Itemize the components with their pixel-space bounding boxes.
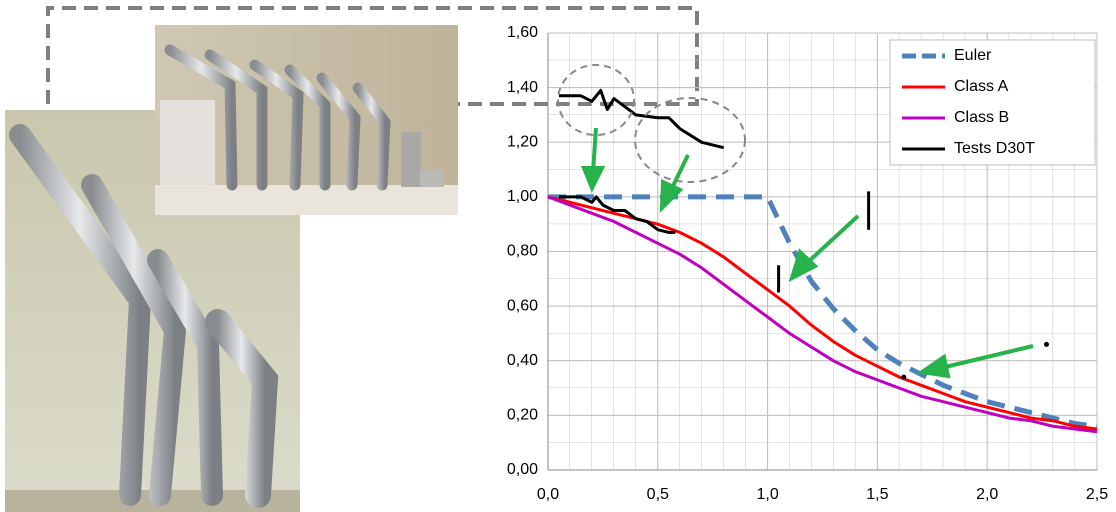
x-tick-label: 1,0 (756, 486, 778, 503)
x-tick-label: 2,0 (976, 486, 998, 503)
x-tick-label: 2,5 (1086, 486, 1108, 503)
x-tick-label: 0,5 (647, 486, 669, 503)
y-tick-label: 1,20 (507, 133, 538, 150)
x-tick-label: 0,0 (537, 486, 559, 503)
x-tick-label: 1,5 (866, 486, 888, 503)
y-tick-label: 0,20 (507, 407, 538, 424)
series-point (1044, 342, 1049, 347)
series-point (901, 375, 906, 380)
legend-label: Class A (954, 78, 1009, 95)
y-tick-label: 0,40 (507, 352, 538, 369)
legend-label: Euler (954, 47, 992, 64)
y-tick-label: 1,60 (507, 24, 538, 41)
y-tick-label: 1,00 (507, 188, 538, 205)
y-tick-label: 0,60 (507, 297, 538, 314)
y-tick-label: 0,80 (507, 243, 538, 260)
figure: 0,00 0,20 0,40 0,60 0,80 1,00 1,20 1,40 1,60 0,0 0… (0, 0, 1116, 512)
photo-top (155, 25, 458, 215)
y-tick-label: 1,40 (507, 79, 538, 96)
legend-label: Tests D30T (954, 140, 1035, 157)
legend-label: Class B (954, 109, 1009, 126)
y-tick-label: 0,00 (507, 461, 538, 478)
